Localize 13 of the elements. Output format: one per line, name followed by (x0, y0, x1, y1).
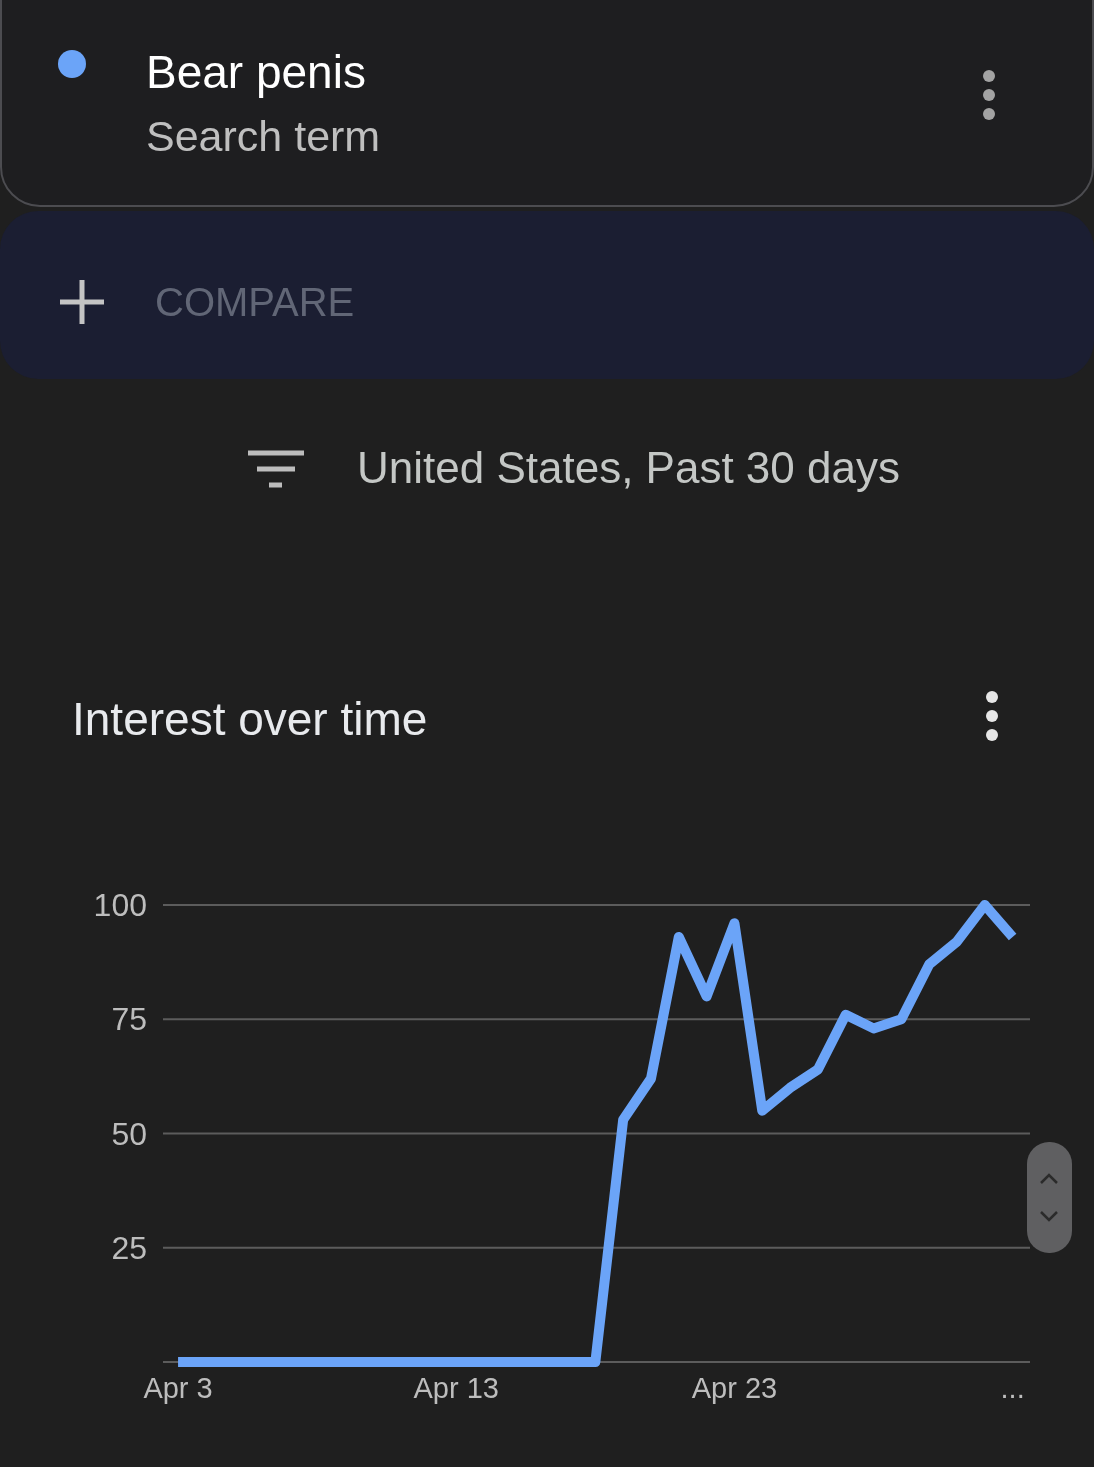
chart-subtitle: United States, Past 30 days (357, 443, 900, 492)
y-tick-label: 25 (111, 1229, 147, 1266)
x-tick-label: Apr 13 (413, 1372, 499, 1404)
x-tick-label: ... (1000, 1372, 1025, 1404)
y-tick-label: 75 (111, 1001, 147, 1038)
text: COMPARE (155, 280, 355, 324)
y-tick-label: 100 (93, 887, 147, 923)
y-tick-label: 50 (111, 1115, 147, 1152)
chart-title: Interest over time (72, 693, 428, 745)
legend-label: Bear penis (146, 46, 366, 98)
x-tick-label: Apr 23 (691, 1372, 778, 1404)
text: Search term (146, 112, 381, 160)
x-tick-label: Apr 3 (143, 1372, 213, 1404)
